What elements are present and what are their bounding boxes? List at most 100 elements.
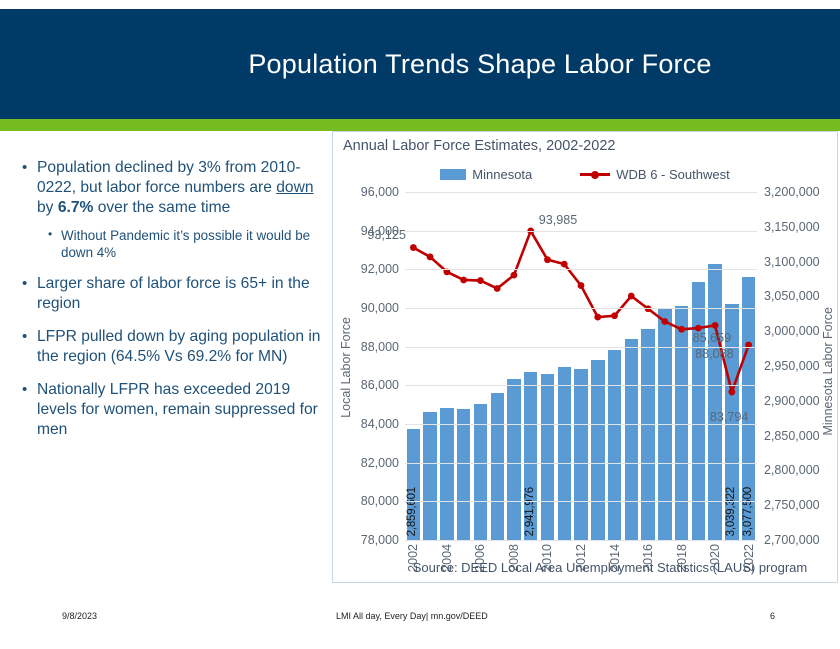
bar[interactable] <box>557 367 571 540</box>
bullet-text-5: Nationally LFPR has exceeded 2019 levels… <box>37 380 318 438</box>
footer-page-number: 6 <box>770 611 776 621</box>
line-point[interactable] <box>477 277 484 284</box>
bar-column[interactable] <box>472 192 489 540</box>
y-axis-title-right: Minnesota Labor Force <box>821 307 835 436</box>
bar[interactable] <box>423 411 437 540</box>
bar-column[interactable] <box>589 192 606 540</box>
line-point[interactable] <box>510 271 518 279</box>
y-axis-tick-left: 94,000 <box>360 223 399 238</box>
grid-line <box>405 540 757 541</box>
bar[interactable]: 2,941,976 <box>524 371 538 540</box>
line-value-label: 83,794 <box>709 409 749 424</box>
y-axis-tick-right: 2,800,000 <box>764 463 820 478</box>
bar[interactable] <box>574 369 588 540</box>
bar[interactable]: 3,077,500 <box>742 277 756 540</box>
y-axis-tick-left: 92,000 <box>360 262 399 277</box>
grid-line <box>405 230 757 232</box>
footer-date: 9/8/2023 <box>62 611 98 621</box>
line-point[interactable] <box>627 292 635 300</box>
bar[interactable] <box>440 408 454 540</box>
bar-column[interactable] <box>707 192 724 540</box>
chart-legend: Minnesota WDB 6 - Southwest <box>333 167 837 182</box>
bullet-part-a: Population declined by 3% from 2010-0222… <box>37 159 301 196</box>
bar[interactable] <box>456 409 471 540</box>
line-series-overlay <box>409 227 753 397</box>
line-point[interactable] <box>694 324 702 332</box>
bar[interactable] <box>607 350 622 540</box>
bar[interactable]: 2,859,601 <box>406 428 421 540</box>
line-point[interactable] <box>594 313 602 321</box>
legend-item-minnesota[interactable]: Minnesota <box>440 167 532 182</box>
bar[interactable] <box>490 393 504 540</box>
line-point[interactable] <box>611 312 618 320</box>
bar[interactable] <box>473 403 488 540</box>
legend-item-wdb6[interactable]: WDB 6 - Southwest <box>580 167 730 182</box>
bar-column[interactable] <box>422 192 439 540</box>
line-point[interactable] <box>544 256 551 264</box>
bar[interactable] <box>540 374 555 540</box>
line-value-label: 93,985 <box>538 212 578 227</box>
bullet-marker: • <box>22 275 28 293</box>
y-axis-tick-right: 3,050,000 <box>764 289 820 304</box>
bar-column[interactable] <box>606 192 623 540</box>
bar-column[interactable] <box>673 192 690 540</box>
bar-column[interactable] <box>640 192 657 540</box>
bullet-marker: • <box>48 226 53 241</box>
grid-line <box>405 462 757 464</box>
y-axis-title-left: Local Labor Force <box>339 317 353 418</box>
y-axis-tick-left: 84,000 <box>360 417 399 431</box>
bar-column[interactable] <box>539 192 556 540</box>
bar[interactable] <box>674 306 689 540</box>
bullet-text-3: Larger share of labor force is 65+ in th… <box>37 275 310 313</box>
line-point[interactable] <box>409 244 417 251</box>
bar[interactable] <box>641 329 655 540</box>
bullet-marker: • <box>22 380 28 398</box>
bar[interactable] <box>507 378 521 540</box>
bar-column[interactable]: 3,077,500 <box>740 192 757 540</box>
bar[interactable]: 3,039,322 <box>725 303 739 540</box>
bar[interactable] <box>708 264 722 540</box>
bar-column[interactable] <box>506 192 523 540</box>
y-axis-tick-right: 2,900,000 <box>764 393 820 408</box>
bullet-text-1: Population declined by 3% from 2010-0222… <box>37 158 322 218</box>
y-axis-tick-right: 2,750,000 <box>764 498 820 513</box>
line-point[interactable] <box>711 322 719 329</box>
line-value-label: 88,088 <box>695 347 734 362</box>
bar-column[interactable] <box>623 192 640 540</box>
grid-line <box>405 346 757 348</box>
chart-container: Annual Labor Force Estimates, 2002-2022 … <box>332 131 838 583</box>
line-point[interactable] <box>493 285 501 292</box>
chart-source-note: Source: DEED Local Area Unemployment Sta… <box>412 559 808 575</box>
line-point[interactable] <box>460 276 468 284</box>
bullet-part-bold: 6.7% <box>57 198 94 216</box>
bar-column[interactable]: 2,941,976 <box>522 192 539 540</box>
bar-column[interactable]: 2,859,601 <box>405 192 422 540</box>
grid-line <box>405 308 757 309</box>
bar-column[interactable] <box>556 192 573 540</box>
y-axis-tick-left: 88,000 <box>360 339 399 354</box>
bar-column[interactable] <box>455 192 472 540</box>
bar-column[interactable]: 3,039,322 <box>724 192 741 540</box>
grid-line <box>405 424 757 425</box>
line-point[interactable] <box>577 282 585 289</box>
legend-line-marker-icon <box>580 169 611 180</box>
bullet-item-4: • LFPR pulled down by aging population i… <box>22 327 322 367</box>
line-point[interactable] <box>560 260 568 268</box>
bar-column[interactable] <box>489 192 506 540</box>
line-value-label: 85,659 <box>692 330 732 345</box>
y-axis-tick-left: 80,000 <box>360 494 399 509</box>
bar-column[interactable] <box>439 192 456 540</box>
bullet-text-4: LFPR pulled down by aging population in … <box>37 328 321 366</box>
line-point[interactable] <box>426 253 434 261</box>
legend-label-minnesota: Minnesota <box>472 167 533 182</box>
bar[interactable] <box>624 338 639 540</box>
line-point[interactable] <box>728 388 736 396</box>
slide-footer: 9/8/2023 LMI All day, Every Day| mn.gov/… <box>0 611 840 627</box>
bar[interactable] <box>591 360 605 540</box>
y-axis-tick-left: 90,000 <box>360 301 399 315</box>
line-point[interactable] <box>661 318 669 325</box>
bullet-item-3: • Larger share of labor force is 65+ in … <box>22 274 322 314</box>
title-band: Population Trends Shape Labor Force <box>0 9 840 119</box>
line-point[interactable] <box>678 325 685 333</box>
bar-column[interactable] <box>573 192 590 540</box>
